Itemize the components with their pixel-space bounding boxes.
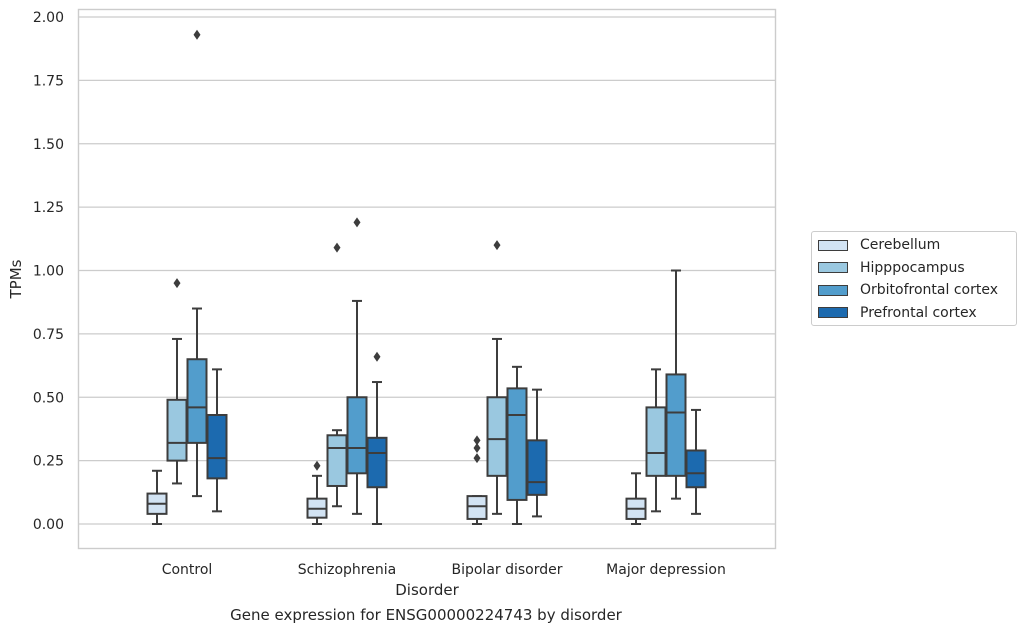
legend-item-orbitofrontal-cortex: Orbitofrontal cortex — [818, 280, 998, 300]
x-tick-labels: Control Schizophrenia Bipolar disorder Majo… — [162, 562, 726, 578]
y-tick-label: 2.00 — [33, 10, 64, 26]
y-tick-label: 0.00 — [33, 517, 64, 533]
box-body — [665, 373, 687, 477]
box-body — [186, 358, 208, 444]
outlier-point — [373, 351, 381, 362]
box-body — [346, 396, 368, 475]
legend-swatch-cerebellum — [818, 239, 848, 251]
y-tick-label: 1.25 — [33, 200, 64, 216]
outlier-point — [353, 217, 361, 228]
box-body — [466, 495, 488, 520]
box-body — [685, 449, 707, 489]
y-tick-labels: 0.00 0.25 0.50 0.75 1.00 1.25 1.50 1.75 2.00 — [33, 10, 64, 533]
box-prefrontal-cortex-control — [206, 368, 228, 513]
box-orbitofrontal-cortex-bipolar-disorder — [506, 365, 528, 525]
y-tick-label: 0.50 — [33, 390, 64, 406]
outlier-point — [333, 242, 341, 253]
figure-caption: Gene expression for ENSG00000224743 by d… — [230, 606, 622, 624]
x-tick-label: Major depression — [606, 562, 726, 578]
legend-label: Orbitofrontal cortex — [860, 282, 998, 298]
box-body — [645, 406, 667, 477]
legend-item-prefrontal-cortex: Prefrontal cortex — [818, 303, 977, 323]
box-cerebellum-schizophrenia — [306, 460, 328, 525]
box-cerebellum-bipolar-disorder — [466, 435, 488, 525]
outlier-point — [473, 453, 481, 464]
box-hipppocampus-schizophrenia — [326, 242, 348, 508]
box-body — [486, 396, 508, 477]
outlier-point — [473, 442, 481, 453]
legend-item-cerebellum: Cerebellum — [818, 235, 940, 255]
box-prefrontal-cortex-bipolar-disorder — [526, 388, 548, 518]
legend-item-hippocampus: Hipppocampus — [818, 258, 965, 278]
x-tick-label: Bipolar disorder — [451, 562, 562, 578]
box-body — [526, 439, 548, 496]
box-body — [506, 387, 528, 501]
outlier-point — [313, 460, 321, 471]
legend-label: Prefrontal cortex — [860, 304, 977, 321]
x-tick-label: Schizophrenia — [298, 562, 396, 578]
y-tick-label: 1.00 — [33, 264, 64, 280]
y-tick-label: 0.75 — [33, 327, 64, 343]
y-tick-label: 1.75 — [33, 73, 64, 89]
box-orbitofrontal-cortex-major-depression — [665, 269, 687, 500]
box-cerebellum-control — [146, 469, 168, 525]
box-body — [166, 398, 188, 462]
legend: Cerebellum Hipppocampus Orbitofrontal co… — [811, 231, 1017, 326]
box-plot-marks — [146, 29, 707, 525]
y-tick-label: 0.25 — [33, 454, 64, 470]
x-tick-label: Control — [162, 562, 213, 578]
legend-swatch-prefrontal-cortex — [818, 307, 848, 318]
box-body — [206, 413, 228, 480]
legend-swatch-orbitofrontal-cortex — [818, 284, 848, 296]
outlier-point — [173, 278, 181, 289]
y-tick-label: 1.50 — [33, 137, 64, 153]
outlier-point — [493, 240, 501, 251]
box-hipppocampus-bipolar-disorder — [486, 240, 508, 515]
box-orbitofrontal-cortex-control — [186, 29, 208, 498]
plot-frame — [77, 8, 777, 550]
box-prefrontal-cortex-major-depression — [685, 408, 707, 515]
box-prefrontal-cortex-schizophrenia — [366, 351, 388, 525]
legend-label: Cerebellum — [860, 237, 941, 253]
box-body — [366, 436, 388, 489]
box-cerebellum-major-depression — [625, 472, 647, 525]
legend-label: Hipppocampus — [860, 259, 965, 276]
outlier-point — [193, 29, 201, 40]
box-body — [326, 434, 348, 487]
box-hipppocampus-major-depression — [645, 368, 667, 513]
legend-swatch-hippocampus — [818, 262, 848, 273]
x-axis-title: Disorder — [395, 581, 459, 599]
box-hipppocampus-control — [166, 278, 188, 485]
outlier-point — [473, 435, 481, 446]
y-axis-title: TPMs — [7, 259, 25, 299]
box-orbitofrontal-cortex-schizophrenia — [346, 217, 368, 515]
